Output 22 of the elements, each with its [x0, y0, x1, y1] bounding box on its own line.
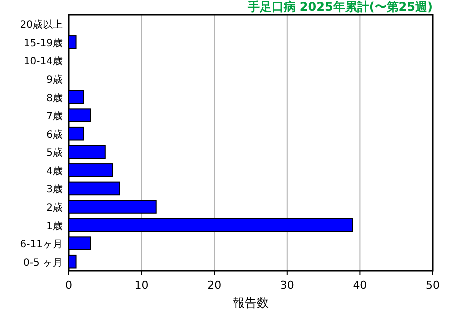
y-tick-label: 9歳	[46, 74, 63, 86]
x-tick-label: 50	[426, 279, 440, 292]
y-tick-label: 1歳	[46, 220, 63, 232]
chart-title: 手足口病 2025年累計(〜第25週)	[246, 0, 433, 14]
y-tick-label: 20歳以上	[20, 19, 63, 32]
y-tick-label: 0-5 ヶ月	[23, 258, 63, 269]
x-tick-label: 20	[208, 279, 222, 292]
x-tick-label: 10	[134, 279, 149, 292]
y-tick-label: 3歳	[46, 184, 63, 196]
x-axis-title: 報告数	[233, 296, 269, 310]
y-tick-label: 10-14歳	[24, 56, 63, 68]
y-tick-label: 15-19歳	[24, 37, 63, 50]
x-tick-label: 40	[353, 279, 368, 292]
y-tick-label: 4歳	[46, 165, 63, 178]
y-tick-label: 2歳	[46, 202, 63, 214]
x-tick-label: 30	[280, 279, 294, 292]
y-tick-label: 8歳	[46, 92, 63, 104]
y-tick-label: 6歳	[46, 128, 63, 141]
y-tick-label: 7歳	[46, 110, 63, 123]
y-tick-label: 5歳	[46, 147, 63, 160]
y-tick-label: 6-11ヶ月	[20, 240, 63, 251]
x-tick-label: 0	[66, 279, 72, 292]
